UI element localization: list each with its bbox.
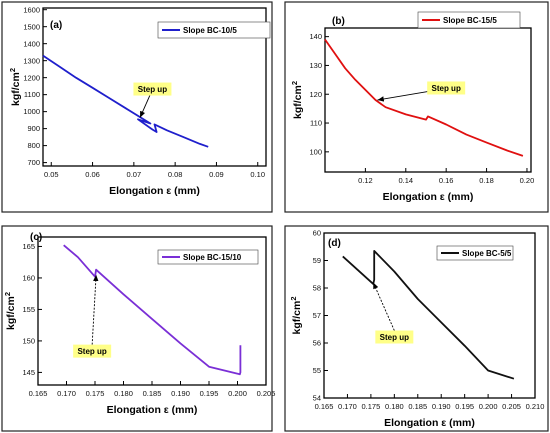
x-tick-label: 0.200	[228, 389, 247, 398]
x-tick-label: 0.05	[44, 170, 59, 179]
y-tick-label: 56	[313, 339, 321, 348]
annotation-box	[133, 82, 172, 96]
y-tick-label: 1200	[23, 73, 40, 82]
x-axis-label: Elongation ε (mm)	[107, 404, 198, 416]
y-axis-label: kgf/cm2	[8, 68, 22, 106]
x-tick-label: 0.190	[432, 402, 451, 411]
y-tick-label: 58	[313, 284, 321, 293]
y-tick-label: 165	[22, 242, 35, 251]
y-tick-label: 100	[309, 147, 322, 156]
x-axis-label: Elongation ε (mm)	[384, 417, 475, 429]
x-tick-label: 0.175	[361, 402, 380, 411]
panel-label: (d)	[328, 238, 341, 249]
series-line-1	[63, 244, 242, 376]
annotation-arrow	[372, 282, 395, 331]
y-tick-label: 54	[313, 394, 321, 403]
x-tick-label: 0.14	[398, 176, 413, 185]
x-tick-label: 0.180	[114, 389, 133, 398]
chart-panel-3: 0.165 0.170 0.175 0.180 0.185 0.190 0.195 0.200…	[1, 225, 276, 432]
x-tick-label: 0.16	[439, 176, 454, 185]
y-tick-label: 1400	[23, 39, 40, 48]
annotation-text: Step up	[380, 333, 409, 342]
y-tick-label: 59	[313, 256, 321, 265]
y-tick-label: 1500	[23, 22, 40, 31]
x-tick-label: 0.195	[200, 389, 219, 398]
annotation-arrow	[91, 274, 99, 345]
x-tick-label: 0.190	[171, 389, 190, 398]
x-axis-label: Elongation ε (mm)	[383, 191, 474, 203]
y-tick-label: 120	[309, 90, 322, 99]
y-axis-label: kgf/cm2	[3, 292, 17, 330]
y-tick-label: 900	[27, 124, 40, 133]
panel-label: (b)	[332, 16, 345, 27]
series-line-1	[324, 38, 524, 157]
legend-label: Slope BC-15/5	[443, 16, 497, 25]
x-axis-label: Elongation ε (mm)	[109, 185, 200, 197]
y-tick-label: 1300	[23, 56, 40, 65]
annotation-box	[73, 344, 112, 358]
y-tick-label: 110	[310, 119, 322, 128]
x-tick-label: 0.07	[127, 170, 142, 179]
annotation-text: Step up	[138, 85, 167, 94]
x-tick-label: 0.06	[85, 170, 100, 179]
annotation-box	[427, 81, 466, 95]
x-tick-label: 0.165	[29, 389, 48, 398]
legend-label: Slope BC-10/5	[183, 26, 237, 35]
x-tick-label: 0.195	[455, 402, 474, 411]
y-tick-label: 700	[27, 158, 40, 167]
x-tick-label: 0.185	[408, 402, 427, 411]
y-tick-label: 160	[22, 274, 35, 283]
annotation-box	[375, 330, 414, 344]
x-tick-label: 0.180	[385, 402, 404, 411]
x-tick-label: 0.08	[168, 170, 183, 179]
x-tick-label: 0.205	[502, 402, 521, 411]
y-axis-label: kgf/cm2	[289, 296, 303, 334]
x-tick-label: 0.200	[479, 402, 498, 411]
legend-label: Slope BC-5/5	[462, 249, 512, 258]
y-tick-label: 145	[22, 368, 35, 377]
chart-panel-1: 0.05 0.06 0.07 0.08 0.09 0.10 700 800 900 1000 110…	[1, 1, 273, 213]
y-tick-label: 60	[313, 229, 321, 238]
x-tick-label: 0.18	[479, 176, 494, 185]
x-tick-label: 0.10	[250, 170, 265, 179]
panel-label: (a)	[50, 20, 62, 31]
x-tick-label: 0.185	[143, 389, 162, 398]
series-line-1	[342, 249, 515, 380]
annotation-text: Step up	[77, 347, 106, 356]
x-tick-label: 0.170	[338, 402, 357, 411]
x-tick-label: 0.175	[86, 389, 105, 398]
x-tick-label: 0.205	[257, 389, 276, 398]
y-axis-label: kgf/cm2	[290, 81, 304, 119]
panel-label: (c)	[30, 232, 42, 243]
x-tick-label: 0.165	[315, 402, 334, 411]
legend-box	[157, 249, 259, 265]
series-line-1	[42, 54, 209, 148]
y-tick-label: 150	[22, 337, 35, 346]
y-tick-label: 1100	[24, 90, 40, 99]
y-tick-label: 140	[309, 32, 322, 41]
legend-label: Slope BC-15/10	[183, 253, 242, 262]
x-tick-label: 0.210	[526, 402, 545, 411]
y-tick-label: 800	[27, 141, 40, 150]
annotation-text: Step up	[432, 84, 461, 93]
y-tick-label: 55	[313, 366, 321, 375]
chart-panel-2: 0.12 0.14 0.16 0.18 0.20 100 110 120 130 140 Elong…	[284, 1, 549, 213]
x-tick-label: 0.09	[209, 170, 224, 179]
legend-box	[417, 11, 521, 29]
y-tick-label: 1600	[23, 5, 40, 14]
x-tick-label: 0.20	[520, 176, 535, 185]
chart-panel-4: 0.165 0.170 0.175 0.180 0.185 0.190 0.195 0.200…	[284, 225, 549, 432]
x-tick-label: 0.170	[57, 389, 76, 398]
y-tick-label: 1000	[23, 107, 40, 116]
y-tick-label: 130	[309, 61, 322, 70]
y-tick-label: 155	[22, 305, 35, 314]
y-tick-label: 57	[313, 311, 321, 320]
x-tick-label: 0.12	[358, 176, 373, 185]
legend-box	[436, 245, 514, 261]
legend-box	[157, 21, 271, 39]
plot-area	[42, 7, 267, 167]
